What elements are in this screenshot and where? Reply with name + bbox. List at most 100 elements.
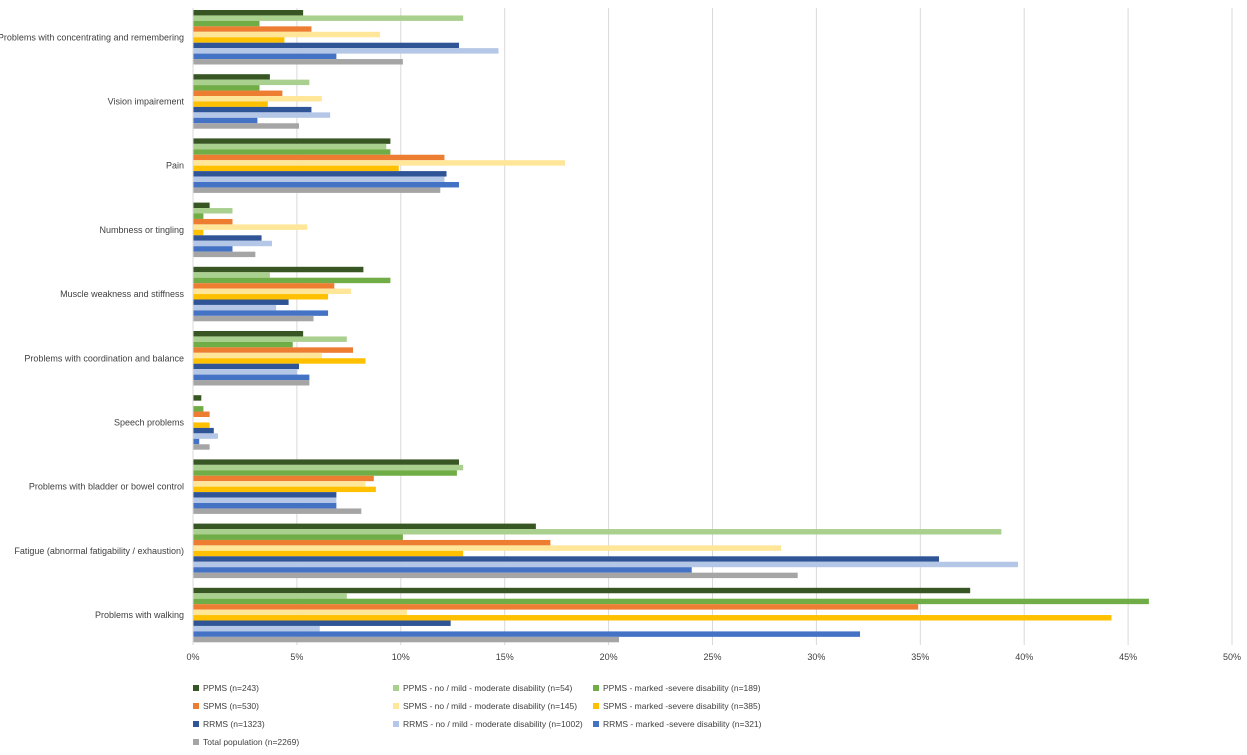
bar [193,620,451,626]
bar [193,567,692,573]
bar [193,411,210,417]
x-tick-label: 40% [1015,652,1033,662]
bar [193,160,565,166]
bar [193,59,403,65]
bar [193,438,200,445]
bar [193,336,347,342]
x-tick-labels: 0% 5% 10% 15% 20% 25% 30% 35% 40% 45% 50% [186,652,1241,662]
bar [193,112,331,118]
bar [193,15,464,21]
category-label: Problems with concentrating and remember… [0,32,184,42]
legend: PPMS (n=243) PPMS - no / mild - moderate … [193,683,762,747]
legend-swatch [393,703,399,709]
legend-label: RRMS - marked -severe disability (n=321) [603,719,762,729]
bar [193,266,364,273]
bar [193,631,861,637]
bar [193,550,464,557]
bar [193,171,447,177]
bar [193,604,919,610]
x-tick-label: 10% [392,652,410,662]
bar [193,42,459,49]
bar [193,74,270,80]
bar [193,182,459,188]
x-tick-label: 15% [496,652,514,662]
x-tick-label: 35% [911,652,929,662]
bar [193,347,354,353]
bar [193,299,289,305]
x-tick-label: 50% [1223,652,1241,662]
legend-swatch [193,703,199,709]
legend-swatch [593,685,599,691]
legend-label: PPMS (n=243) [203,683,259,693]
bar [193,609,408,616]
bar [193,96,322,102]
bar [193,380,310,386]
bar [193,224,308,230]
category-label: Speech problems [114,417,185,427]
bar [193,20,260,27]
bar [193,486,376,493]
bar [193,508,362,514]
legend-label: PPMS - no / mild - moderate disability (… [403,683,573,693]
bar [193,406,204,412]
bar [193,117,258,124]
category-label: Numbness or tingling [99,225,184,235]
bar [193,539,551,546]
bar [193,475,374,482]
category-label: Vision impairement [108,96,185,106]
bar [193,615,1112,621]
bar [193,369,297,375]
bar [193,470,457,476]
bar [193,395,202,401]
bar [193,310,329,316]
bar [193,187,441,193]
category-label: Pain [166,161,184,171]
bar [193,503,337,509]
bar [193,545,782,551]
legend-swatch [193,739,199,745]
bar [193,352,322,359]
bar [193,422,210,428]
bar [193,246,233,252]
legend-swatch [393,685,399,691]
bar [193,561,1018,568]
legend-swatch [193,685,199,691]
bar [193,79,310,86]
bar [193,154,445,161]
bar [193,358,366,364]
bar [193,138,391,144]
bar [193,433,218,439]
bar [193,106,312,113]
x-tick-label: 25% [703,652,721,662]
bar [193,101,268,107]
legend-swatch [593,703,599,709]
category-label: Problems with walking [95,610,184,620]
category-label: Muscle weakness and stiffness [60,289,184,299]
bar [193,331,304,337]
bar [193,31,381,38]
bar [193,363,299,370]
legend-label: RRMS - no / mild - moderate disability (… [403,719,583,729]
legend-label: RRMS (n=1323) [203,719,265,729]
x-tick-label: 30% [807,652,825,662]
bar [193,165,399,172]
x-tick-label: 0% [186,652,199,662]
bars [193,10,1149,643]
bar [193,229,204,236]
bar [193,85,260,91]
bar [193,288,351,295]
bar [193,304,277,311]
bar [193,48,499,54]
x-tick-label: 5% [290,652,303,662]
legend-label: SPMS - marked -severe disability (n=385) [603,701,761,711]
legend-label: SPMS (n=530) [203,701,259,711]
gridlines [296,8,1233,645]
bar [193,176,445,182]
legend-label: SPMS - no / mild - moderate disability (… [403,701,577,711]
bar [193,90,283,96]
bar [193,427,214,434]
bar [193,587,971,594]
legend-swatch [593,721,599,727]
bar [193,202,210,209]
